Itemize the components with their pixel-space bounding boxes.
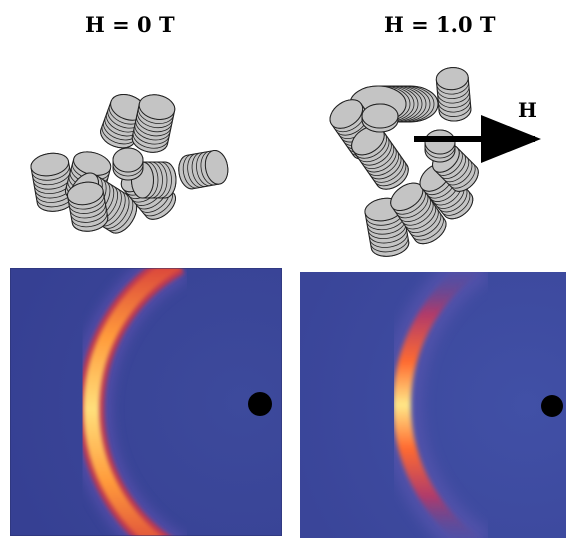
beamstop-right [541, 395, 563, 417]
title-applied-field: H = 1.0 T [384, 12, 496, 37]
disc-stack [351, 125, 409, 190]
disc-stack [424, 129, 456, 163]
disc-stack [178, 149, 229, 190]
scattering-pattern-zero-field [10, 268, 282, 536]
stacks-random-orientation [30, 94, 229, 234]
stacks-aligned-orientation [329, 67, 479, 257]
disc-stacks-illustration [30, 67, 541, 257]
scattering-pattern-applied-field [300, 272, 566, 538]
disc-stack [361, 103, 399, 133]
disc-stack [131, 94, 176, 153]
disc-stack [112, 147, 144, 181]
beamstop-left [248, 392, 272, 416]
disc-stack [435, 67, 472, 122]
disc-stack [66, 181, 109, 232]
title-zero-field: H = 0 T [85, 12, 175, 37]
